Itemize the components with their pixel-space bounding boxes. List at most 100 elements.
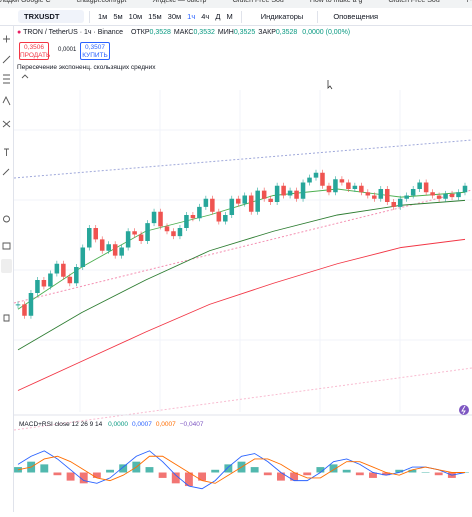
candle-body [132, 231, 137, 235]
sell-button[interactable]: 0,3506 ПРОДАТЬ [19, 42, 51, 60]
sell-label: ПРОДАТЬ [20, 52, 51, 59]
bookmark[interactable]: Gluten Free Sou [388, 0, 440, 4]
candle-body [300, 182, 306, 199]
indicators-button[interactable]: Индикаторы [260, 12, 304, 21]
candle-body [145, 223, 150, 241]
candle-body [456, 192, 461, 198]
macd-histogram-bar [145, 467, 154, 473]
candle-body [177, 228, 183, 237]
ohlc-value: 0,3532 [193, 29, 215, 36]
interval-button[interactable]: 5м [113, 12, 123, 21]
macd-histogram-bar [329, 464, 338, 473]
macd-histogram-bar [198, 472, 207, 481]
fib-tool[interactable] [3, 74, 10, 84]
candle-body [164, 226, 170, 232]
candle-body [410, 189, 416, 196]
separator [317, 10, 319, 23]
bookmark[interactable]: Яндекс — быстр [152, 0, 207, 4]
bookmark[interactable]: chatgpt.com/gpt [76, 0, 127, 4]
lightning-button[interactable] [459, 405, 469, 415]
candle-body [365, 192, 371, 196]
interval-button[interactable]: 15м [148, 12, 162, 21]
intervals: 1м 5м 10м 15м 30м 1ч 4ч Д М [95, 12, 236, 21]
text-tool[interactable] [4, 148, 9, 156]
candle-body [391, 202, 397, 207]
macd-histogram-bar [224, 464, 233, 473]
macd-histogram-bar [355, 472, 364, 476]
ohlc-value: 0,3525 [233, 29, 256, 36]
data-layer [14, 169, 469, 490]
candle-body [372, 195, 377, 199]
candle-body [378, 189, 384, 199]
candle-body [261, 190, 267, 199]
measure-tool[interactable] [2, 242, 11, 250]
forecast-tool[interactable] [2, 120, 11, 128]
interval-button[interactable]: Д [215, 12, 221, 21]
candle-body [397, 198, 403, 207]
interval-button[interactable]: 10м [128, 12, 143, 21]
candle-body [333, 179, 338, 193]
candle-body [15, 304, 21, 306]
interval-button[interactable]: М [226, 12, 233, 21]
candle-body [61, 263, 66, 277]
macd-histogram-bar [290, 472, 299, 481]
interval-button[interactable]: 1м [98, 12, 108, 21]
collapse-icon[interactable] [21, 74, 29, 79]
lock-tool[interactable] [3, 314, 10, 322]
macd-readout: 0,0007 [155, 421, 176, 428]
macd-histogram-bar [158, 472, 167, 478]
ohlc-label: МИН [217, 29, 234, 36]
macd-histogram-bar [119, 464, 128, 473]
change: 0,0000 (0,00%) [302, 29, 351, 36]
legend-title: TRON / TetherUS · 1ч · Binance [23, 29, 124, 36]
symbol-search[interactable]: TRXUSDT [18, 10, 84, 23]
candle-body [462, 185, 468, 193]
macd-histogram-bar [40, 464, 49, 473]
macd-histogram-bar [92, 472, 101, 478]
sell-price: 0,3506 [24, 44, 44, 51]
candle-body [255, 190, 260, 212]
bookmark[interactable]: 7-Inch Sou [465, 0, 472, 4]
candle-body [352, 185, 358, 189]
macd-readout: 0,0007 [131, 421, 152, 428]
pattern-tool[interactable] [2, 95, 11, 106]
crosshair-tool[interactable] [3, 35, 10, 43]
candle-body [229, 198, 235, 215]
candle-body [119, 247, 124, 256]
candle-body [307, 177, 312, 183]
candle-body [190, 215, 196, 219]
spread: 0,0001 [58, 47, 77, 53]
trendline-tool[interactable] [2, 55, 11, 64]
candle-body [235, 198, 241, 204]
interval-button[interactable]: 1ч [187, 12, 196, 21]
macd-legend: MACD+RSI close 12 26 9 14 0,0000 0,0007 0,… [19, 421, 203, 428]
interval-button[interactable]: 4ч [201, 12, 210, 21]
candle-body [384, 189, 390, 202]
bookmark[interactable]: Gluten Free Sou [232, 0, 284, 4]
candle-body [171, 231, 176, 237]
candle-body [436, 195, 442, 199]
interval-button[interactable]: 30м [167, 12, 182, 21]
ohlc-label: МАКС [173, 29, 194, 36]
macd-histogram-bar [342, 469, 351, 473]
candle-body [313, 172, 319, 178]
zoom-tool[interactable] [3, 215, 10, 223]
bookmark[interactable]: How to make a g [309, 0, 363, 4]
candle-body [430, 192, 435, 196]
bookmark[interactable]: ладки Google С [0, 0, 51, 4]
background-grid [14, 90, 472, 412]
candle-body [93, 228, 99, 240]
macd-histogram-bar [14, 467, 22, 473]
toolbar: TRXUSDT 1м 5м 10м 15м 30м 1ч 4ч Д М Индикаторы О… [0, 8, 472, 26]
alerts-button[interactable]: Оповещения [333, 12, 379, 21]
candle-body [54, 263, 60, 274]
buy-button[interactable]: 0,3507 КУПИТЬ [80, 42, 110, 60]
candle-body [281, 185, 286, 196]
macd-histogram-bar [184, 472, 193, 487]
candle-body [112, 244, 118, 256]
macd-histogram-bar [106, 469, 114, 473]
brush-tool[interactable] [2, 168, 10, 176]
macd-histogram-bar [171, 472, 180, 484]
